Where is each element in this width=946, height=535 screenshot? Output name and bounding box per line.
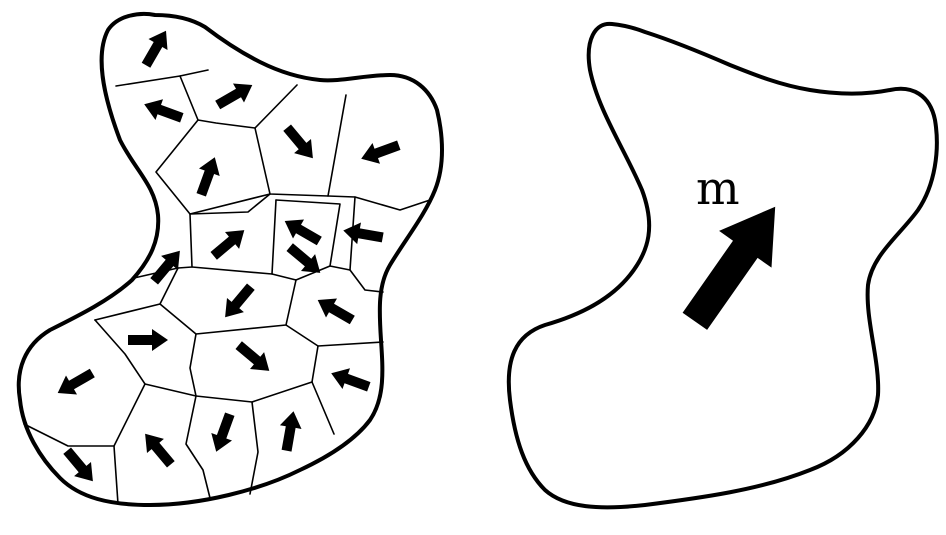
right-panel-single-domain: m <box>506 21 939 510</box>
domain-moment-arrows <box>57 30 401 482</box>
domain-wall <box>327 195 431 211</box>
domain-moment-arrow <box>279 411 302 452</box>
domain-wall <box>189 193 271 215</box>
domain-moment-arrow <box>286 243 321 273</box>
domain-moment-arrow <box>210 230 245 260</box>
domain-moment-arrow <box>331 368 371 392</box>
domain-wall <box>249 401 259 495</box>
domain-moment-arrow <box>63 447 93 482</box>
domain-wall <box>275 199 351 271</box>
domain-wall <box>349 269 384 293</box>
domain-wall <box>195 381 313 403</box>
right-grain-outline <box>506 21 939 510</box>
domain-moment-arrow <box>283 124 313 159</box>
domain-wall <box>179 75 199 121</box>
domain-moment-arrow <box>145 433 175 468</box>
domain-wall <box>285 324 384 347</box>
domain-moment-arrow <box>211 412 235 452</box>
domain-moment-arrow <box>57 368 95 395</box>
domain-wall <box>115 69 209 87</box>
domain-wall <box>113 445 119 505</box>
domain-moment-arrow <box>235 341 270 371</box>
domain-wall <box>271 265 331 281</box>
domain-wall <box>159 279 297 335</box>
domain-wall <box>311 381 335 435</box>
domain-moment-arrow <box>343 222 384 245</box>
domain-moment-arrow <box>150 250 180 285</box>
domain-moment-arrow <box>144 99 184 123</box>
domain-moment-arrow <box>284 219 322 246</box>
domain-moment-arrow <box>361 140 401 164</box>
domain-moment-arrow <box>225 283 255 318</box>
domain-moment-arrow <box>141 30 168 68</box>
domain-moment-arrow <box>215 83 253 110</box>
left-panel-multidomain <box>16 11 444 507</box>
domain-moment-arrow <box>317 298 355 325</box>
domain-wall <box>155 119 271 215</box>
domain-wall <box>254 94 347 197</box>
net-moment-arrow <box>682 206 776 330</box>
domain-walls <box>23 69 431 505</box>
magnetization-label: m <box>696 161 740 215</box>
domain-wall <box>311 345 319 383</box>
domain-wall <box>189 333 197 397</box>
left-grain-outline <box>16 11 444 507</box>
domain-moment-arrow <box>128 329 168 351</box>
domain-wall <box>185 395 211 499</box>
domain-wall <box>197 84 298 129</box>
domain-wall <box>94 319 197 397</box>
domain-wall <box>23 383 146 447</box>
domain-moment-arrow <box>196 157 220 197</box>
